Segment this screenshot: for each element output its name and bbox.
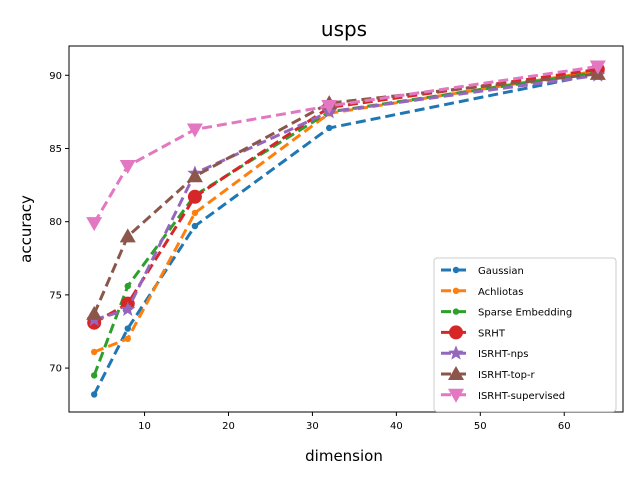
data-point-isrht-nps: [120, 301, 136, 316]
data-point-achliotas: [90, 348, 98, 356]
data-point-isrht-top-r: [86, 305, 103, 320]
legend-label: Gaussian: [478, 266, 524, 277]
data-point-gaussian: [90, 391, 98, 398]
legend-swatch-marker: [449, 325, 463, 340]
data-point-isrht-supervised: [86, 217, 103, 232]
legend-item-achliotas: Achliotas: [441, 287, 523, 298]
x-tick-label: 30: [306, 421, 319, 432]
data-point-isrht-supervised: [321, 100, 338, 115]
legend-label: ISRHT-supervised: [478, 391, 565, 402]
legend-item-isrht-nps: ISRHT-nps: [441, 345, 528, 360]
y-tick-label: 85: [49, 144, 62, 155]
data-point-isrht-top-r: [186, 168, 203, 183]
data-point-sparse-embedding: [90, 372, 98, 379]
x-tick-label: 40: [390, 421, 403, 432]
y-tick-label: 75: [49, 290, 62, 301]
data-point-achliotas: [124, 335, 131, 342]
x-tick-label: 60: [558, 421, 571, 432]
data-point-gaussian: [124, 325, 131, 332]
x-tick-label: 20: [222, 421, 235, 432]
data-point-achliotas: [191, 209, 199, 217]
legend-swatch-marker: [452, 266, 460, 274]
plot-frame: [68, 45, 624, 413]
legend-item-gaussian: Gaussian: [441, 266, 524, 277]
y-axis: 70 75 80 85 90: [49, 71, 69, 375]
x-tick-label: 10: [138, 421, 151, 432]
y-tick-label: 90: [49, 71, 62, 82]
data-point-isrht-top-r: [119, 228, 136, 243]
data-point-gaussian: [326, 124, 333, 132]
data-point-gaussian: [191, 222, 199, 230]
legend-swatch-marker: [448, 366, 464, 380]
legend: Gaussian Achliotas Sparse Embedding SRHT ISR…: [433, 257, 617, 413]
legend-label: Achliotas: [478, 287, 523, 298]
data-point-isrht-supervised: [119, 160, 136, 175]
data-point-isrht-supervised: [589, 60, 606, 75]
series-isrht-supervised: [86, 60, 606, 232]
data-point-isrht-supervised: [186, 123, 203, 138]
legend-box: [433, 257, 617, 413]
legend-label: SRHT: [478, 328, 506, 339]
y-axis-label: accuracy: [17, 195, 35, 263]
legend-item-isrht-top-r: ISRHT-top-r: [441, 366, 536, 381]
chart-title: usps: [321, 17, 367, 41]
legend-swatch-marker: [448, 388, 464, 403]
legend-item-isrht-supervised: ISRHT-supervised: [441, 388, 565, 403]
legend-label: Sparse Embedding: [478, 308, 572, 319]
y-tick-label: 70: [49, 364, 62, 375]
legend-label: ISRHT-nps: [478, 349, 528, 360]
legend-label: ISRHT-top-r: [478, 370, 536, 381]
data-point-sparse-embedding: [124, 282, 131, 290]
legend-swatch-marker: [452, 287, 460, 294]
legend-item-srht: SRHT: [441, 325, 506, 340]
x-tick-label: 50: [474, 421, 487, 432]
y-tick-label: 80: [49, 217, 62, 228]
x-axis-label: dimension: [305, 447, 383, 465]
legend-item-sparse-embedding: Sparse Embedding: [441, 308, 572, 319]
legend-swatch-marker: [452, 308, 460, 315]
data-point-srht: [187, 189, 202, 204]
legend-swatch-marker: [448, 345, 464, 360]
series-layer: [86, 60, 606, 398]
x-axis: 10 20 30 40 50 60: [138, 412, 571, 432]
